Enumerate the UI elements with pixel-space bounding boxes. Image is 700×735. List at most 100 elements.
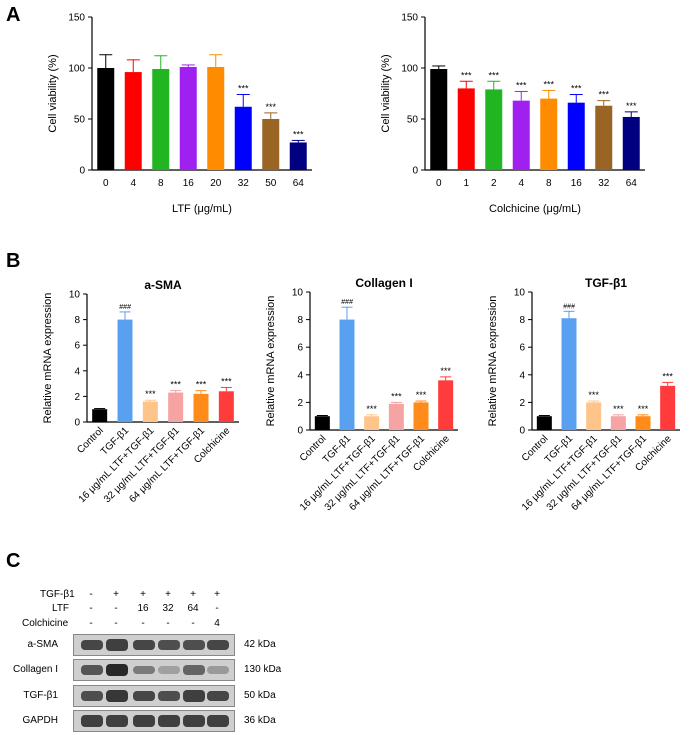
chart-b1-significance: *** xyxy=(170,380,181,390)
protein-band xyxy=(183,690,205,702)
treatment-label: TGF-β1 xyxy=(40,589,75,600)
protein-band xyxy=(183,639,205,651)
chart-b2-bar xyxy=(438,380,454,430)
chart-a2-x-tick-label: 0 xyxy=(436,178,442,189)
panel-label-c: C xyxy=(6,550,21,572)
chart-a2-y-tick-label: 150 xyxy=(401,13,418,24)
treatment-value: - xyxy=(191,618,195,629)
protein-band xyxy=(81,690,103,702)
chart-a1-bar xyxy=(289,142,307,170)
treatment-value: 4 xyxy=(214,618,220,629)
treatment-value: 16 xyxy=(137,603,149,614)
chart-a1-y-tick-label: 0 xyxy=(79,166,85,177)
protein-band xyxy=(133,715,155,727)
chart-b2-y-tick-label: 6 xyxy=(297,343,303,354)
chart-a1-x-tick-label: 20 xyxy=(210,178,222,189)
blot-strip xyxy=(73,685,235,707)
chart-a1-bar xyxy=(179,66,197,170)
protein-band xyxy=(207,639,229,651)
chart-a2-x-label: Colchicine (μg/mL) xyxy=(489,203,581,215)
chart-b3-title: TGF-β1 xyxy=(585,276,627,290)
chart-a2-bar xyxy=(430,69,448,170)
chart-b1-y-label: Relative mRNA expression xyxy=(42,293,54,424)
chart-a1-bar xyxy=(207,66,225,170)
band-protein-label: Collagen I xyxy=(12,664,58,675)
chart-b2-significance: *** xyxy=(391,391,402,401)
chart-a1-bar xyxy=(124,72,142,170)
molecular-weight-label: 42 kDa xyxy=(244,639,276,650)
molecular-weight-label: 50 kDa xyxy=(244,690,276,701)
chart-b2-y-label: Relative mRNA expression xyxy=(265,296,277,427)
chart-a2-significance: *** xyxy=(516,80,527,90)
chart-b2-bar xyxy=(413,402,429,430)
protein-band xyxy=(81,664,103,676)
chart-a2-x-tick-label: 32 xyxy=(598,178,610,189)
chart-a1-significance: *** xyxy=(265,102,276,112)
chart-b1-bar xyxy=(92,409,108,422)
chart-b2-bar xyxy=(339,319,355,430)
chart-a2-bar xyxy=(485,89,503,170)
chart-b3-significance: *** xyxy=(638,404,649,414)
protein-band xyxy=(106,639,128,651)
chart-b3-bar xyxy=(660,385,676,430)
band-protein-label: GAPDH xyxy=(22,715,58,726)
treatment-value: + xyxy=(140,589,146,600)
chart-a2-bar xyxy=(457,88,475,170)
treatment-value: - xyxy=(114,603,118,614)
chart-b3-bar xyxy=(635,416,651,430)
chart-a2-x-tick-label: 4 xyxy=(518,178,524,189)
protein-band xyxy=(81,639,103,651)
treatment-value: + xyxy=(113,589,119,600)
chart-b3-bar xyxy=(561,318,577,430)
chart-a2-x-tick-label: 64 xyxy=(626,178,638,189)
protein-band xyxy=(106,715,128,727)
blot-strip xyxy=(73,634,235,656)
treatment-value: - xyxy=(141,618,145,629)
chart-b3-bar xyxy=(610,416,626,430)
chart-a2-bar xyxy=(622,116,640,170)
protein-band xyxy=(133,639,155,651)
chart-b3-significance: ### xyxy=(563,303,575,310)
chart-b1-y-tick-label: 8 xyxy=(74,315,80,326)
chart-b3-significance: *** xyxy=(613,404,624,414)
protein-band xyxy=(158,639,180,651)
chart-a1-x-tick-label: 8 xyxy=(158,178,164,189)
chart-a2-y-label: Cell viability (%) xyxy=(380,54,392,132)
chart-b2-y-tick-label: 2 xyxy=(297,398,303,409)
chart-b1-y-tick-label: 10 xyxy=(69,290,81,301)
chart-a1-bar xyxy=(262,119,280,170)
protein-band xyxy=(207,666,229,674)
treatment-value: + xyxy=(165,589,171,600)
chart-b3-y-tick-label: 8 xyxy=(519,315,525,326)
chart-b2-significance: *** xyxy=(366,404,377,414)
chart-a2-significance: *** xyxy=(598,90,609,100)
chart-b1-bar xyxy=(193,393,209,422)
chart-b2-bar xyxy=(314,416,330,430)
chart-b2-y-tick-label: 0 xyxy=(297,426,303,437)
chart-a1-y-tick-label: 50 xyxy=(74,115,86,126)
chart-a1-x-tick-label: 50 xyxy=(265,178,277,189)
chart-b1-bar xyxy=(218,391,234,422)
chart-a2-bar xyxy=(540,98,558,170)
band-protein-label: a-SMA xyxy=(27,639,58,650)
panel-label-b: B xyxy=(6,250,21,272)
chart-a1-bar xyxy=(152,69,170,170)
chart-a1-significance: *** xyxy=(238,84,249,94)
chart-b3-significance: *** xyxy=(588,390,599,400)
chart-b2-bar xyxy=(388,403,404,430)
chart-a2-bar xyxy=(512,100,530,170)
chart-a2-bar xyxy=(595,105,613,170)
chart-b1-significance: *** xyxy=(145,389,156,399)
chart-a1-bar xyxy=(97,68,115,170)
chart-a2-significance: *** xyxy=(488,70,499,80)
chart-a1-x-tick-label: 0 xyxy=(103,178,109,189)
treatment-value: - xyxy=(166,618,170,629)
chart-b3-bar xyxy=(536,416,552,430)
protein-band xyxy=(133,665,155,675)
chart-b2-y-tick-label: 10 xyxy=(292,288,304,299)
chart-a2-significance: *** xyxy=(626,101,637,111)
protein-band xyxy=(158,690,180,702)
chart-a1-y-label: Cell viability (%) xyxy=(47,54,59,132)
chart-b1-bar xyxy=(142,401,158,422)
treatment-value: - xyxy=(89,603,93,614)
